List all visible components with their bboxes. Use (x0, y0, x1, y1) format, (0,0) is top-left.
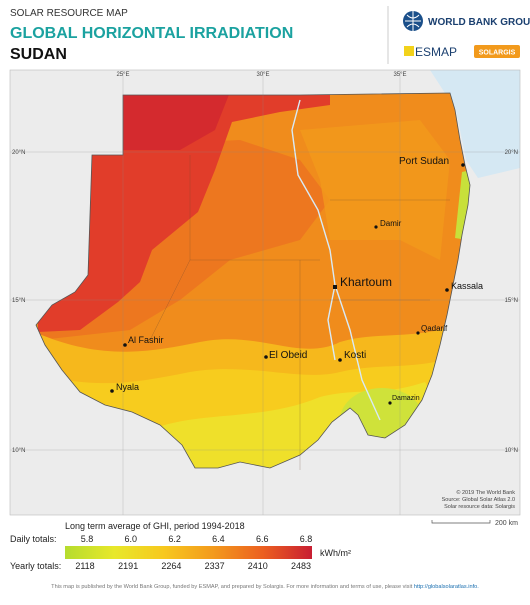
yearly-value: 2410 (248, 561, 268, 571)
esmap-logo: ESMAP (404, 45, 457, 59)
country-name: SUDAN (10, 46, 67, 63)
world-bank-logo: WORLD BANK GROUP (403, 11, 530, 31)
city-label: Qadarif (421, 324, 448, 333)
city-label: El Obeid (269, 350, 307, 361)
city-label: Port Sudan (399, 156, 449, 167)
city-label: Damazin (392, 395, 420, 402)
city-label: Kassala (451, 281, 483, 291)
state-borders (149, 155, 450, 470)
city-label: Kosti (344, 350, 366, 361)
lon-label: 30°E (256, 72, 269, 78)
lat-label: 15°N (12, 298, 25, 304)
graticule (10, 70, 520, 515)
yearly-value: 2191 (118, 561, 138, 571)
map-subtitle: SOLAR RESOURCE MAP (10, 8, 128, 19)
scale-bar (431, 520, 491, 524)
nile-river (291, 99, 381, 421)
legend-color-bar (65, 546, 312, 559)
yearly-value: 2118 (75, 561, 94, 571)
esmap-text: ESMAP (415, 45, 457, 59)
city-label: Khartoum (340, 275, 392, 289)
footer-text: This map is published by the World Bank … (51, 584, 413, 590)
credit-line: © 2019 The World Bank (456, 489, 515, 496)
yearly-value: 2337 (205, 561, 225, 571)
yearly-value: 2264 (161, 561, 181, 571)
daily-label: Daily totals: (10, 534, 57, 544)
solargis-logo: SOLARGIS (474, 45, 520, 58)
daily-values: 5.8 6.0 6.2 6.4 6.6 6.8 (81, 534, 313, 544)
city-label: Nyala (116, 382, 139, 392)
yearly-values: 2118 2191 2264 2337 2410 2483 (75, 561, 311, 571)
map-area (10, 70, 520, 515)
yearly-label: Yearly totals: (10, 561, 61, 571)
map-frame (9, 69, 521, 516)
scale-label: 200 km (495, 520, 518, 527)
lon-label: 25°E (116, 72, 129, 78)
lon-label: 35°E (393, 72, 406, 78)
red-sea (430, 70, 520, 178)
daily-value: 6.8 (300, 534, 313, 544)
credit-line: Source: Global Solar Atlas 2.0 (442, 497, 515, 503)
city-label: Damir (380, 219, 402, 228)
lat-label: 10°N (12, 448, 25, 454)
daily-value: 6.2 (168, 534, 181, 544)
footer-link[interactable]: http://globalsolaratlas.info. (414, 584, 479, 590)
solargis-text: SOLARGIS (479, 50, 516, 57)
city-label: Al Fashir (128, 335, 164, 345)
lat-label: 10°N (505, 448, 518, 454)
cities: Port Sudan Damir Khartoum Kassala Al Fas… (110, 156, 483, 405)
world-bank-text: WORLD BANK GROUP (428, 17, 530, 28)
yearly-value: 2483 (291, 561, 311, 571)
country-border (35, 92, 471, 469)
legend-unit: kWh/m² (320, 548, 351, 558)
credit-line: Solar resource data: Solargis (444, 504, 515, 510)
daily-value: 6.6 (256, 534, 269, 544)
lat-label: 20°N (12, 150, 25, 156)
daily-value: 6.0 (125, 534, 138, 544)
lat-label: 20°N (505, 150, 518, 156)
map-title: GLOBAL HORIZONTAL IRRADIATION (10, 25, 293, 42)
daily-value: 5.8 (81, 534, 94, 544)
daily-value: 6.4 (212, 534, 225, 544)
legend-title: Long term average of GHI, period 1994-20… (65, 521, 245, 531)
footer: This map is published by the World Bank … (51, 584, 479, 590)
lat-label: 15°N (505, 298, 518, 304)
